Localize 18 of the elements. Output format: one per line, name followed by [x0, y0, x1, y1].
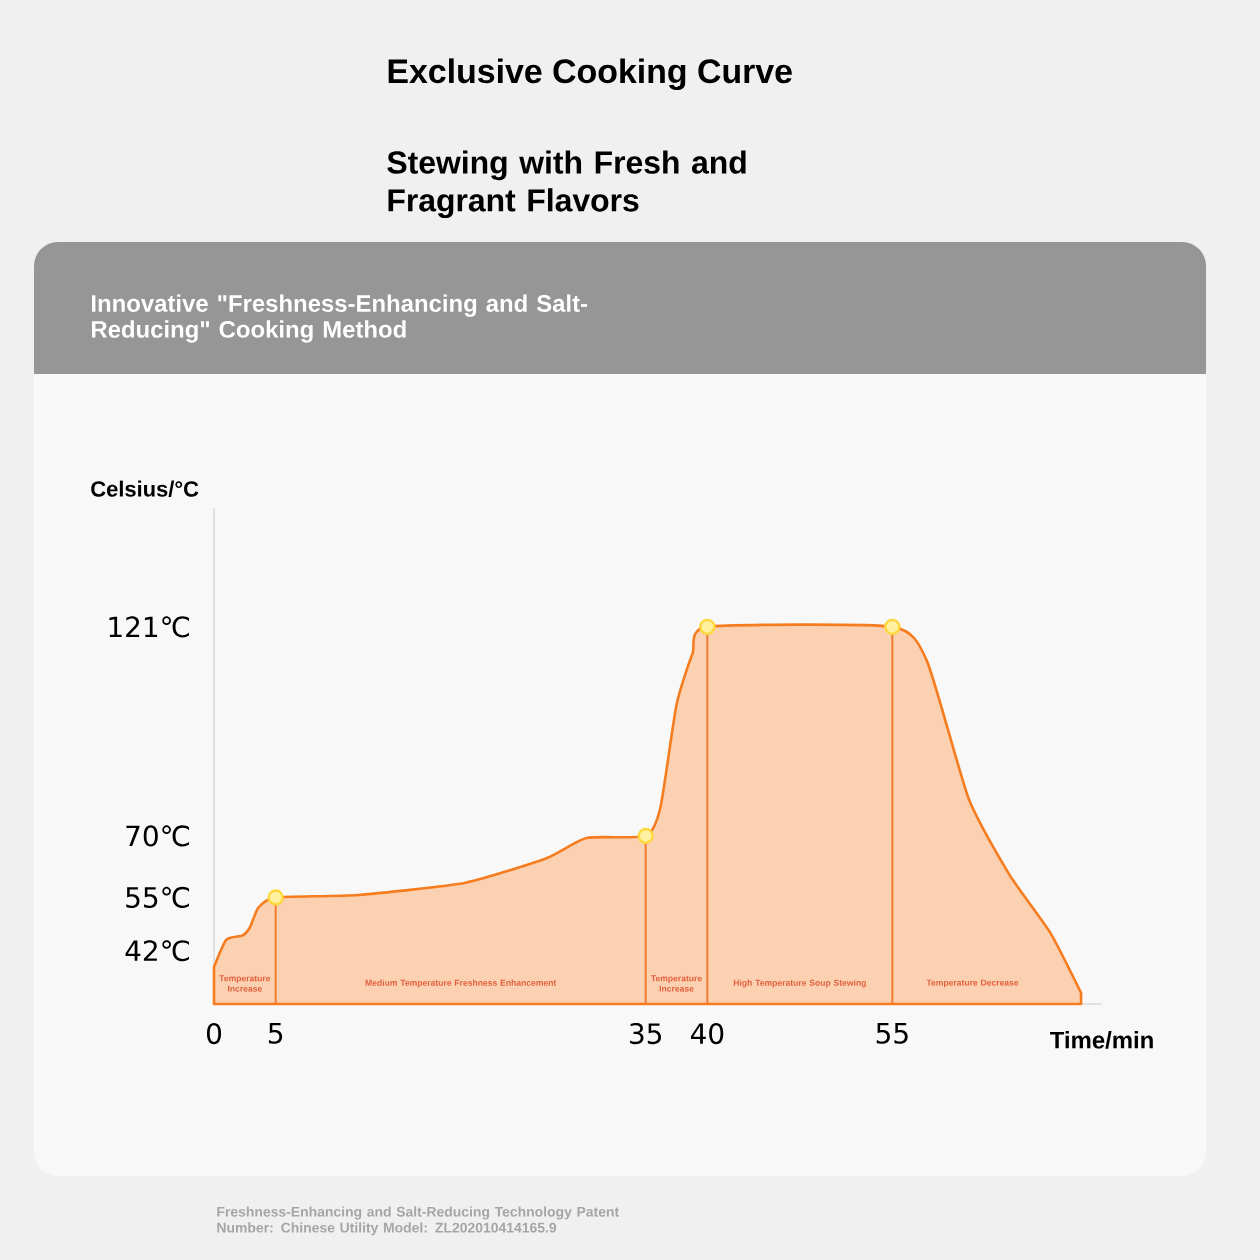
x-tick-label: 35 [630, 1023, 661, 1045]
text: Innovative "Freshness-Enhancing and Salt-Reducing" Cooking Method [91, 294, 588, 343]
y-tick-label: 70℃ [126, 825, 189, 847]
x-tick-label: 0 [206, 1023, 222, 1045]
x-tick-label: 40 [690, 1023, 724, 1045]
point [267, 889, 284, 906]
point [637, 827, 654, 845]
x-tick-label: 55 [876, 1023, 908, 1044]
x-tick-label: 5 [268, 1023, 283, 1044]
chart-title: Exclusive Cooking Curve [388, 58, 792, 91]
y-axis-title: Celsius/°C [91, 480, 199, 497]
chart-subtitle: Stewing with Fresh and Fragrant Flavors [387, 150, 746, 219]
y-tick-label: 121℃ [109, 616, 189, 638]
y-tick-label: 42℃ [125, 940, 189, 962]
y-tick-label: 55℃ [126, 886, 189, 908]
x-axis-title: Time/min [1050, 1031, 1153, 1049]
point [699, 618, 716, 636]
point [884, 618, 901, 636]
